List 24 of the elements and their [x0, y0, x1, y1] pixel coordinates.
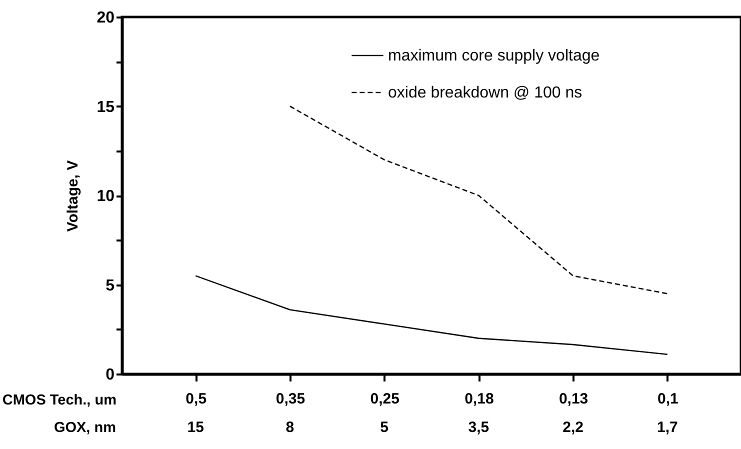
x-tick-label: 0,25 [370, 390, 400, 408]
y-axis-title: Voltage, V [64, 160, 82, 232]
text: 1,7 [656, 419, 678, 436]
text: 5 [380, 419, 388, 436]
y-tick-label: 10 [96, 188, 115, 205]
x-axis-title: CMOS Tech., um [2, 392, 116, 408]
x-tick-label: 0,5 [186, 390, 207, 408]
y-tick-label: 15 [96, 98, 115, 116]
line-series [194, 275, 668, 356]
x-tick-label: 0,35 [276, 390, 306, 408]
text: 3,5 [468, 419, 490, 436]
y-tick-label: 20 [96, 10, 115, 26]
x-tick-label: 0,18 [464, 390, 494, 408]
x-tick-label: 0,1 [657, 390, 678, 408]
legend-label: maximum core supply voltage [388, 48, 600, 64]
text: GOX, nm [54, 420, 116, 436]
y-tick-label: 5 [106, 277, 115, 294]
legend-label: oxide breakdown @ 100 ns [388, 84, 582, 102]
text: 8 [286, 419, 294, 436]
y-tick-label: 0 [106, 366, 115, 384]
text: 15 [187, 419, 204, 436]
x-tick-label: 0,13 [558, 390, 588, 408]
line-series [289, 106, 668, 294]
text: 2,2 [562, 419, 584, 436]
